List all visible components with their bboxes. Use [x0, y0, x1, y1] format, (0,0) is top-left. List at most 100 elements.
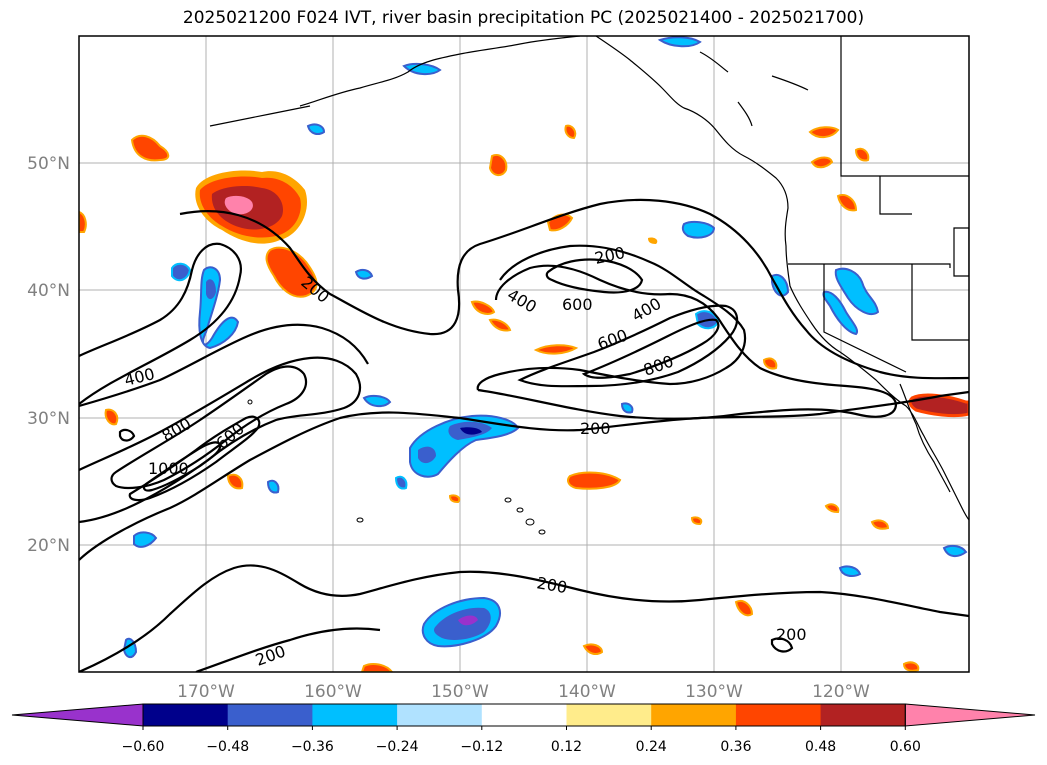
pc-region-negative — [620, 402, 634, 414]
ivt-contour-400 — [477, 264, 898, 420]
pc-region-negative — [306, 123, 326, 135]
colorbar-tick-label: 0.60 — [890, 739, 921, 755]
ivt-contour-200 — [195, 627, 381, 672]
latitude-axis: 50°N 40°N 30°N 20°N — [27, 154, 70, 556]
lon-label: 160°W — [304, 682, 362, 702]
lat-label: 30°N — [27, 409, 70, 429]
pc-region-negative — [394, 475, 408, 490]
pc-region-positive — [836, 194, 858, 212]
ivt-contour-200 — [118, 428, 136, 442]
pc-region-positive — [488, 318, 512, 332]
pc-region-positive — [104, 408, 119, 426]
pc-region-negative — [834, 267, 880, 316]
pc-region-negative — [657, 36, 702, 48]
pc-region-negative — [942, 544, 968, 558]
colorbar-tick-label: 0.36 — [720, 739, 751, 755]
pc-region-negative — [460, 427, 482, 435]
pc-region-positive — [734, 600, 754, 617]
lon-label: 150°W — [431, 682, 489, 702]
ivt-contour-800 — [581, 318, 720, 379]
colorbar-segment — [143, 704, 229, 726]
contour-label: 200 — [776, 625, 807, 644]
ivt-contour-600 — [110, 365, 308, 490]
colorbar-tick-label: 0.12 — [551, 739, 582, 755]
colorbar-frame — [142, 703, 906, 727]
pc-region-positive — [360, 663, 394, 672]
pc-region-negative — [418, 446, 436, 464]
colorbar-extend-max — [904, 703, 1036, 727]
map-title: 2025021200 F024 IVT, river basin precipi… — [182, 8, 865, 28]
lon-label: 140°W — [558, 682, 616, 702]
colorbar-tick-label: −0.24 — [376, 739, 419, 755]
pc-region-positive — [265, 246, 318, 298]
ivt-contour-1000 — [142, 441, 222, 492]
pc-region-positive — [902, 661, 920, 672]
pc-region-negative — [362, 394, 392, 408]
pc-region-positive — [533, 344, 579, 355]
pc-region-negative — [822, 290, 858, 336]
pc-region-positive — [854, 147, 870, 162]
pc-region-positive — [470, 300, 496, 315]
lat-label: 20°N — [27, 536, 70, 556]
lon-label: 120°W — [812, 682, 870, 702]
pc-region-positive — [762, 357, 778, 370]
colorbar-segment — [651, 704, 737, 726]
colorbar-segment — [227, 704, 313, 726]
contour-label: 600 — [562, 295, 593, 314]
colorbar-tick-label: −0.60 — [122, 739, 165, 755]
pc-region-negative — [681, 220, 716, 239]
pc-region-positive — [226, 473, 244, 490]
colorbar-segment — [820, 704, 906, 726]
pc-region-positive — [564, 124, 577, 140]
pc-region-positive — [808, 126, 840, 138]
map-frame — [78, 35, 970, 673]
colorbar-tick-label: −0.48 — [206, 739, 249, 755]
pc-region-positive — [130, 134, 170, 162]
positive-pc-regions — [79, 124, 969, 672]
pc-region-negative — [266, 479, 280, 494]
ivt-contour-200 — [770, 637, 794, 653]
ivt-contour-400 — [476, 244, 747, 391]
pc-region-negative — [171, 262, 192, 282]
ivt-contour-200 — [79, 242, 242, 405]
pc-region-negative — [771, 274, 790, 297]
pc-region-negative — [354, 268, 374, 280]
colorbar-segment — [566, 704, 652, 726]
ivt-contour-200 — [79, 564, 969, 672]
ivt-contour-200 — [79, 390, 969, 561]
colorbar: −0.60 −0.48 −0.36 −0.24 −0.12 0.12 0.24 0.36 0.4… — [11, 703, 1036, 755]
colorbar-segment — [312, 704, 398, 726]
pc-region-negative — [206, 279, 216, 300]
colorbar-segment — [397, 704, 483, 726]
lat-label: 40°N — [27, 281, 70, 301]
colorbar-tick-label: −0.12 — [460, 739, 503, 755]
longitude-axis: 170°W 160°W 150°W 140°W 130°W 120°W — [177, 682, 870, 702]
coastlines — [209, 36, 969, 521]
colorbar-extend-min — [11, 703, 144, 727]
colorbar-tick-label: 0.24 — [636, 739, 667, 755]
ivt-contour-400 — [79, 356, 362, 524]
pc-region-positive — [870, 519, 890, 530]
pc-region-negative — [458, 615, 478, 626]
colorbar-tick-label: 0.48 — [805, 739, 836, 755]
pc-region-positive — [690, 516, 703, 526]
colorbar-segment — [481, 704, 567, 726]
contour-label: 200 — [580, 419, 611, 438]
ivt-contour-600 — [517, 304, 739, 388]
pc-region-positive — [224, 195, 253, 215]
pc-region-positive — [448, 494, 461, 504]
pc-region-negative — [838, 565, 862, 577]
lon-label: 130°W — [685, 682, 743, 702]
pc-region-positive — [488, 154, 508, 176]
ivt-contours — [79, 198, 969, 672]
lat-label: 50°N — [27, 154, 70, 174]
contour-label: 1000 — [148, 459, 189, 478]
pc-region-positive — [824, 503, 840, 514]
ivt-contour-200 — [179, 198, 969, 380]
lon-label: 170°W — [177, 682, 235, 702]
map-background — [79, 36, 969, 672]
pc-region-negative — [133, 531, 158, 548]
colorbar-tick-label: −0.36 — [291, 739, 334, 755]
pc-region-positive — [567, 471, 622, 490]
